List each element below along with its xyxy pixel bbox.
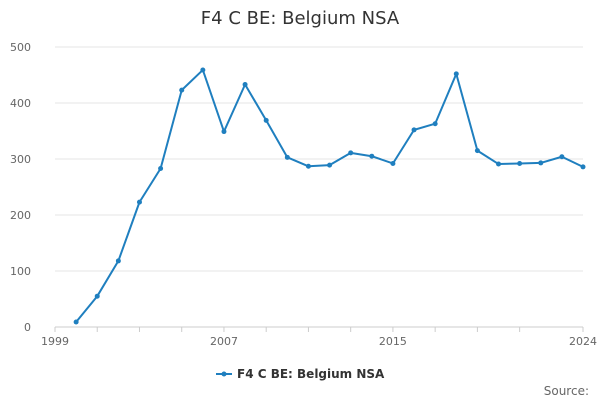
x-tick-label-2: 2015 [379,335,407,348]
grid-lines [55,46,583,272]
data-point[interactable] [200,67,206,73]
data-point[interactable] [221,129,227,135]
y-tick-label-0: 0 [24,321,31,334]
data-point[interactable] [348,150,354,156]
legend[interactable]: F4 C BE: Belgium NSA [216,367,385,381]
axes: 0 100 200 300 400 500 1999 2007 2015 2024 [10,41,597,348]
data-point[interactable] [411,127,417,133]
data-point[interactable] [94,293,100,299]
data-point[interactable] [179,87,185,93]
data-point[interactable] [115,258,121,264]
chart-title: F4 C BE: Belgium NSA [201,8,400,29]
y-tick-label-2: 200 [10,209,31,222]
y-tick-label-3: 300 [10,153,31,166]
data-point[interactable] [263,117,269,123]
data-point[interactable] [580,164,586,170]
y-tick-label-1: 100 [10,265,31,278]
x-tick-label-0: 1999 [41,335,69,348]
x-tick-label-3: 2024 [569,335,597,348]
data-point[interactable] [158,166,164,172]
data-point[interactable] [305,163,311,169]
y-tick-label-4: 400 [10,97,31,110]
data-point[interactable] [474,148,480,154]
data-point[interactable] [327,162,333,168]
data-point[interactable] [559,154,565,160]
data-point[interactable] [242,82,248,88]
legend-swatch-marker [221,371,227,377]
data-point[interactable] [390,160,396,166]
series-layer [73,67,586,325]
y-tick-label-5: 500 [10,41,31,54]
data-point[interactable] [284,154,290,160]
series-line-0 [75,68,584,323]
source-label: Source: [544,384,589,398]
data-point[interactable] [136,199,142,205]
data-point[interactable] [369,153,375,159]
data-point[interactable] [496,161,502,167]
x-tick-label-1: 2007 [210,335,238,348]
legend-label: F4 C BE: Belgium NSA [237,367,385,381]
data-point[interactable] [538,160,544,166]
data-point[interactable] [432,121,438,127]
data-point[interactable] [73,319,79,325]
data-point[interactable] [453,71,459,77]
data-point[interactable] [517,160,523,166]
